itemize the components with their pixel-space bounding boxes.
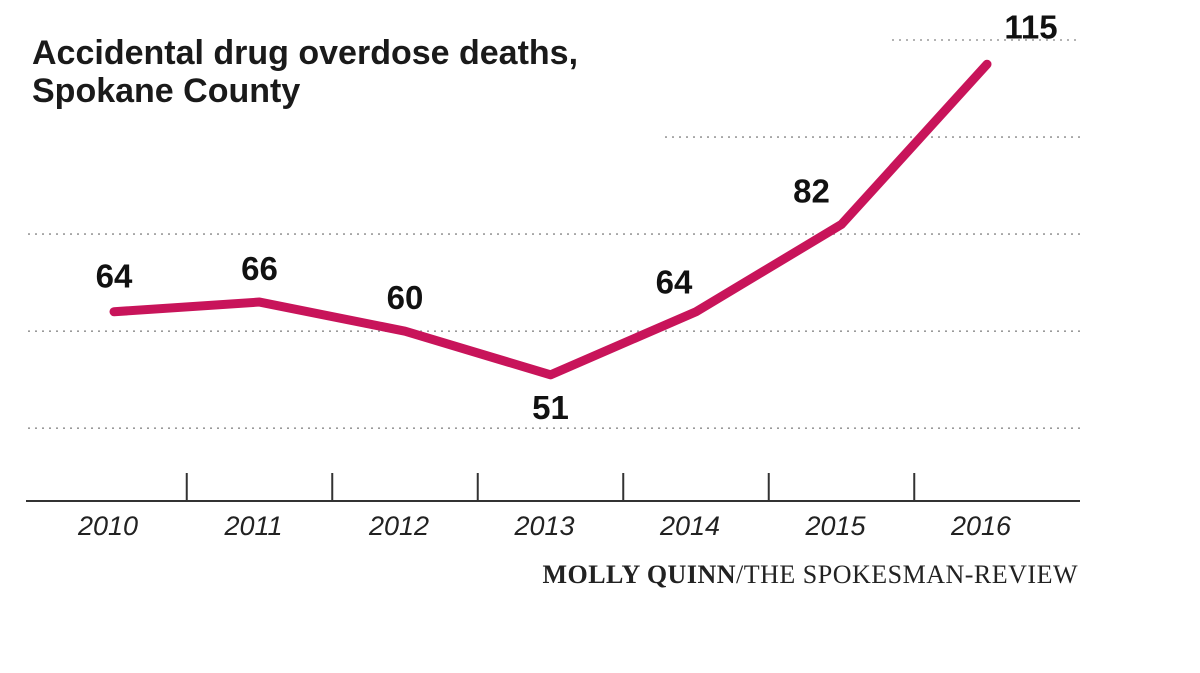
x-tick-label: 2015 xyxy=(804,511,866,541)
source-credit: MOLLY QUINN/THE SPOKESMAN-REVIEW xyxy=(542,560,1078,589)
credit-publication: THE SPOKESMAN-REVIEW xyxy=(744,560,1078,589)
data-label: 51 xyxy=(532,389,569,426)
x-tick-label: 2012 xyxy=(368,511,429,541)
credit-author: MOLLY QUINN xyxy=(542,560,736,589)
series-line-group xyxy=(109,59,992,380)
data-labels: 64 66 60 51 64 82 115 xyxy=(96,8,1058,426)
data-label: 64 xyxy=(96,258,133,295)
chart-subtitle: Spokane County xyxy=(32,72,300,110)
chart-title: Accidental drug overdose deaths, xyxy=(32,34,578,72)
x-tick-label: 2014 xyxy=(659,511,720,541)
data-label: 82 xyxy=(793,172,830,209)
data-label: 115 xyxy=(1004,8,1057,45)
x-tick-label: 2011 xyxy=(223,511,282,541)
x-tick-label: 2016 xyxy=(950,511,1012,541)
series-line xyxy=(109,59,992,380)
x-tick-label: 2013 xyxy=(513,511,574,541)
data-label: 60 xyxy=(387,279,424,316)
x-tick-label: 2010 xyxy=(77,511,138,541)
data-label: 64 xyxy=(656,264,693,301)
credit-separator: / xyxy=(736,560,744,589)
x-tick-labels: 2010 2011 2012 2013 2014 2015 2016 xyxy=(77,511,1012,541)
gridlines xyxy=(28,39,1080,430)
x-axis xyxy=(26,473,1080,502)
data-label: 66 xyxy=(241,250,278,287)
